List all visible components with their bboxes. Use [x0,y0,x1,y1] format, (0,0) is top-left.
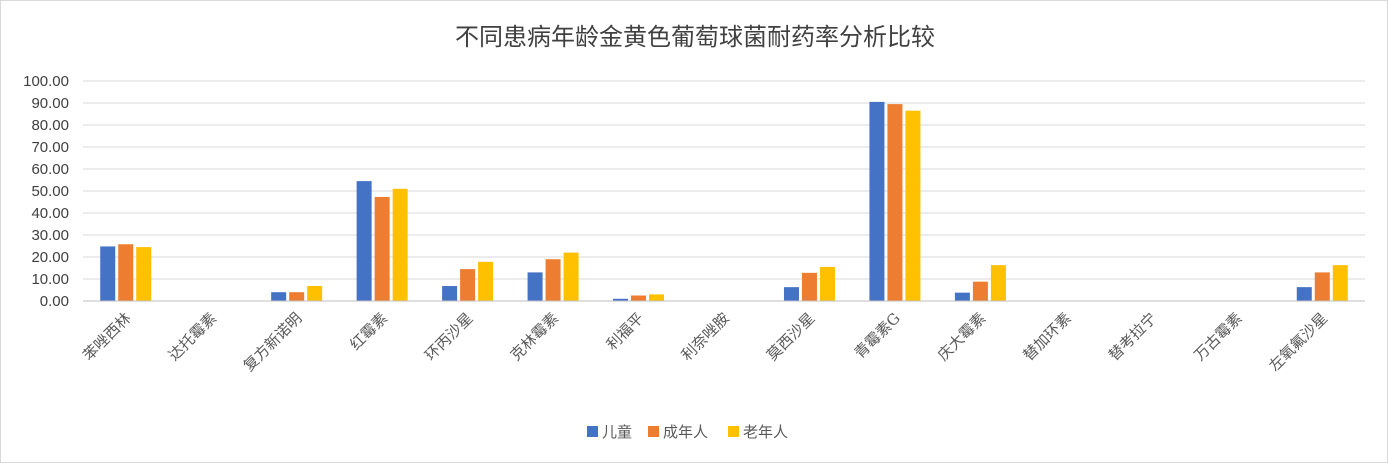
x-category-label: 复方新诺明 [240,309,306,375]
legend-label: 老年人 [743,423,788,441]
bar [136,247,152,301]
bar [954,292,970,301]
x-category-label: 环丙沙星 [421,309,476,364]
bar [801,272,817,301]
x-category-label: 达托霉素 [165,309,220,364]
x-category-label: 替考拉宁 [1105,309,1160,364]
bar [118,244,134,301]
x-category-label: 万古霉素 [1190,309,1245,364]
bar [783,287,799,301]
x-category-label: 利福平 [603,309,648,354]
y-tick-label: 40.00 [31,205,69,222]
grid-lines [83,80,1365,280]
bar [356,181,372,301]
x-category-label: 苯唑西林 [79,309,134,364]
bar [1296,287,1312,301]
y-tick-label: 60.00 [31,161,69,178]
bar [869,101,885,302]
y-tick-label: 30.00 [31,227,69,244]
bar [905,110,921,301]
bar [1332,265,1348,301]
x-category-label: 红霉素 [346,309,391,354]
y-tick-label: 90.00 [31,95,69,112]
x-category-label: 青霉素G [851,309,904,362]
legend-label: 成年人 [663,423,708,441]
bar [374,196,390,301]
y-tick-label: 0.00 [40,293,69,310]
x-category-label: 庆大霉素 [934,309,989,364]
legend: 儿童 成年人 老年人 [587,423,788,441]
bar [819,266,835,301]
bar [392,188,408,301]
y-tick-label: 50.00 [31,183,69,200]
y-tick-label: 10.00 [31,271,69,288]
bar [1314,272,1330,301]
x-category-label: 左氧氟沙星 [1265,309,1331,375]
bar [972,281,988,301]
x-axis-category-labels: 苯唑西林 达托霉素 复方新诺明 红霉素 环丙沙星 克林霉素 利福平 利奈唑胺 莫西沙星 青霉素G 庆… [79,309,1331,375]
x-category-label: 克林霉素 [507,309,562,364]
x-category-label: 莫西沙星 [763,309,818,364]
y-tick-label: 70.00 [31,139,69,156]
bar [271,292,287,301]
bar [460,269,476,301]
bar [990,265,1006,301]
bar [613,298,629,301]
legend-swatch [728,426,739,437]
x-category-label: 利奈唑胺 [678,309,733,364]
bar [442,286,458,301]
bars [100,101,1348,302]
bar [478,261,494,301]
bar [887,104,903,301]
y-tick-label: 20.00 [31,249,69,266]
bar [307,286,323,301]
bar [649,294,665,301]
y-axis-ticks: 0.00 10.00 20.00 30.00 40.00 50.00 60.00 70.00 8… [23,73,69,310]
legend-swatch [587,426,598,437]
bar [289,292,305,301]
x-category-label: 替加环素 [1020,309,1075,364]
y-tick-label: 80.00 [31,117,69,134]
chart-title: 不同患病年龄金黄色葡萄球菌耐药率分析比较 [455,23,935,51]
legend-swatch [648,426,659,437]
legend-label: 儿童 [602,423,632,441]
y-tick-label: 100.00 [23,73,69,90]
bar [527,272,543,301]
bar [631,295,647,301]
bar [563,252,579,301]
bar [545,259,561,301]
bar [100,246,116,301]
